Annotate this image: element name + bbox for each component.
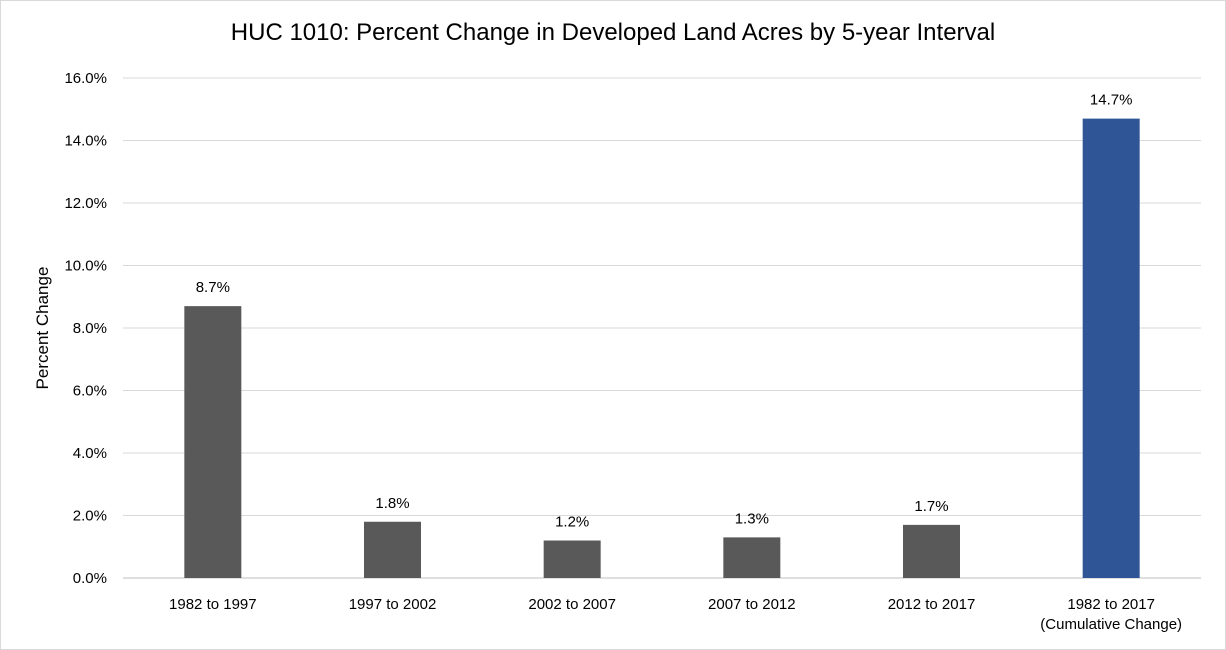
y-axis-title: Percent Change <box>33 267 52 390</box>
y-tick-label: 12.0% <box>64 195 107 212</box>
bar <box>1082 118 1140 578</box>
y-tick-label: 4.0% <box>73 445 107 462</box>
data-label: 8.7% <box>196 279 230 296</box>
y-tick-label: 6.0% <box>73 383 107 400</box>
bar <box>903 524 960 578</box>
x-tick-label: 1982 to 2017 <box>1067 596 1155 613</box>
data-label: 1.2% <box>555 514 589 531</box>
data-label: 1.3% <box>735 510 769 527</box>
y-tick-label: 16.0% <box>64 70 107 87</box>
chart-title: HUC 1010: Percent Change in Developed La… <box>230 19 996 46</box>
y-tick-label: 2.0% <box>73 508 107 525</box>
x-tick-label: (Cumulative Change) <box>1040 616 1182 633</box>
y-tick-label: 0.0% <box>73 570 107 587</box>
data-label: 14.7% <box>1090 92 1133 109</box>
y-tick-label: 10.0% <box>64 258 107 275</box>
bar <box>543 540 601 578</box>
x-tick-label: 1997 to 2002 <box>349 596 437 613</box>
bar <box>184 306 242 578</box>
x-tick-label: 1982 to 1997 <box>169 596 257 613</box>
bar <box>364 521 421 578</box>
data-label: 1.8% <box>375 495 409 512</box>
x-tick-label: 2012 to 2017 <box>888 596 976 613</box>
x-tick-label: 2002 to 2007 <box>528 596 616 613</box>
x-tick-label: 2007 to 2012 <box>708 596 796 613</box>
data-label: 1.7% <box>914 498 948 515</box>
y-tick-label: 8.0% <box>73 320 107 337</box>
y-tick-label: 14.0% <box>64 133 107 150</box>
bar <box>723 537 781 578</box>
